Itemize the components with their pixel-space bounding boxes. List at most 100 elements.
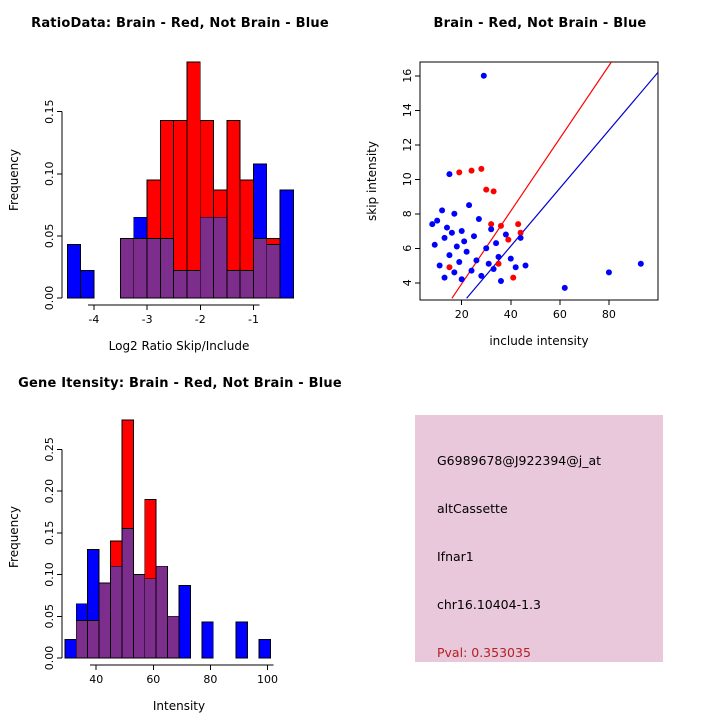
data-point-notbrain: [429, 221, 436, 228]
data-point-notbrain: [522, 262, 529, 269]
x-axis-title: Log2 Ratio Skip/Include: [109, 339, 250, 353]
x-tick-label: 60: [553, 308, 567, 321]
data-point-notbrain: [463, 248, 470, 255]
data-point-brain: [446, 264, 453, 271]
data-point-notbrain: [458, 276, 465, 283]
histogram-bar: [266, 237, 281, 246]
data-point-brain: [478, 165, 485, 172]
histogram-bar: [144, 498, 157, 580]
histogram-bar: [80, 270, 95, 299]
x-axis-title: Intensity: [153, 699, 205, 713]
data-point-notbrain: [473, 257, 480, 264]
data-point-notbrain: [483, 245, 490, 252]
x-tick-label: -3: [142, 313, 153, 326]
x-tick-label: -4: [88, 313, 99, 326]
data-point-notbrain: [517, 234, 524, 241]
x-tick-label: 100: [257, 673, 278, 686]
histogram-bar: [279, 189, 294, 299]
histogram-bar: [186, 61, 201, 272]
data-point-notbrain: [502, 231, 509, 238]
panel-ratio-histogram: RatioData: Brain - Red, Not Brain - Blue…: [0, 0, 360, 360]
data-point-notbrain: [441, 234, 448, 241]
data-point-notbrain: [468, 267, 475, 274]
histogram-bar: [178, 584, 191, 659]
data-point-notbrain: [497, 278, 504, 285]
data-point-notbrain: [466, 202, 473, 209]
histogram-bar-overlap: [167, 615, 180, 659]
y-tick-label: 0.10: [43, 562, 56, 587]
x-tick-label: -1: [248, 313, 259, 326]
histogram-bar-overlap: [253, 237, 268, 299]
data-point-brain: [488, 221, 495, 228]
histogram-bar-overlap: [132, 574, 146, 659]
data-point-notbrain: [605, 269, 612, 276]
data-point-notbrain: [561, 284, 568, 291]
y-tick-label: 0.05: [43, 224, 56, 249]
data-point-brain: [505, 236, 512, 243]
y-tick-label: 0.05: [43, 604, 56, 629]
histogram-bar-overlap: [186, 270, 201, 299]
y-tick-label: 0.15: [43, 521, 56, 546]
histogram-bar: [159, 119, 175, 239]
data-point-notbrain: [446, 171, 453, 178]
data-point-notbrain: [493, 240, 500, 247]
data-point-notbrain: [495, 253, 502, 260]
histogram-bar-overlap: [110, 565, 123, 659]
panel-intensity-scatter: Brain - Red, Not Brain - Blue 20 40 60 80 4 6…: [360, 0, 720, 360]
data-point-brain: [495, 260, 502, 267]
histogram-bar-overlap: [199, 216, 215, 299]
data-point-brain: [515, 221, 522, 228]
y-tick-label: 10: [401, 172, 414, 186]
ratio-histogram-plot: -4 -3 -2 -1 0.00 0.05 0.10 0.15 Log2 Ratio Skip/…: [7, 61, 294, 353]
data-point-brain: [468, 167, 475, 174]
histogram-bar: [64, 639, 77, 659]
histogram-bar-overlap: [121, 528, 134, 659]
histogram-bar-overlap: [87, 619, 100, 659]
data-point-brain: [510, 274, 517, 281]
histogram-bar-overlap: [98, 582, 111, 659]
data-point-notbrain: [488, 226, 495, 233]
histogram-bar-overlap: [213, 216, 228, 299]
histogram-bar: [199, 119, 215, 218]
data-point-notbrain: [446, 252, 453, 259]
y-tick-label: 0.10: [43, 162, 56, 187]
data-point-notbrain: [439, 207, 446, 214]
gene-info-box: G6989678@J922394@j_at altCassette Ifnar1 ch…: [415, 415, 663, 662]
data-point-brain: [483, 186, 490, 193]
gene-histogram-title: Gene Itensity: Brain - Red, Not Brain - …: [18, 376, 342, 391]
y-tick-label: 0.20: [43, 479, 56, 504]
y-tick-label: 0.25: [43, 437, 56, 462]
histogram-bar: [146, 179, 161, 239]
data-point-brain: [497, 222, 504, 229]
y-tick-label: 0.00: [43, 646, 56, 671]
data-point-notbrain: [470, 233, 477, 240]
histogram-bar-overlap: [144, 578, 157, 659]
histogram-bar: [75, 603, 89, 621]
data-point-notbrain: [451, 210, 458, 217]
histogram-bar: [226, 119, 241, 272]
y-tick-label: 14: [401, 103, 414, 117]
y-axis-title: Frequency: [7, 506, 21, 568]
data-point-notbrain: [434, 217, 441, 224]
histogram-bar: [253, 163, 268, 239]
histogram-bar: [213, 189, 228, 218]
data-point-notbrain: [436, 262, 443, 269]
plot-box: [419, 61, 659, 301]
histogram-bar: [235, 621, 248, 659]
data-point-notbrain: [456, 259, 463, 266]
notbrain-fit-line: [466, 71, 658, 299]
y-tick-label: 4: [401, 279, 414, 286]
data-point-notbrain: [443, 224, 450, 231]
histogram-bar: [239, 179, 254, 272]
histogram-bar: [258, 639, 271, 659]
data-point-notbrain: [461, 238, 468, 245]
data-point-notbrain: [448, 229, 455, 236]
y-tick-label: 6: [401, 245, 414, 252]
info-line-pval: Pval: 0.353035: [437, 645, 531, 660]
x-tick-label: 80: [203, 673, 217, 686]
y-tick-label: 0.00: [43, 286, 56, 311]
scatter-title: Brain - Red, Not Brain - Blue: [433, 16, 647, 31]
histogram-bar-overlap: [226, 270, 241, 299]
data-point-notbrain: [431, 241, 438, 248]
y-axis-title: Frequency: [7, 149, 21, 211]
